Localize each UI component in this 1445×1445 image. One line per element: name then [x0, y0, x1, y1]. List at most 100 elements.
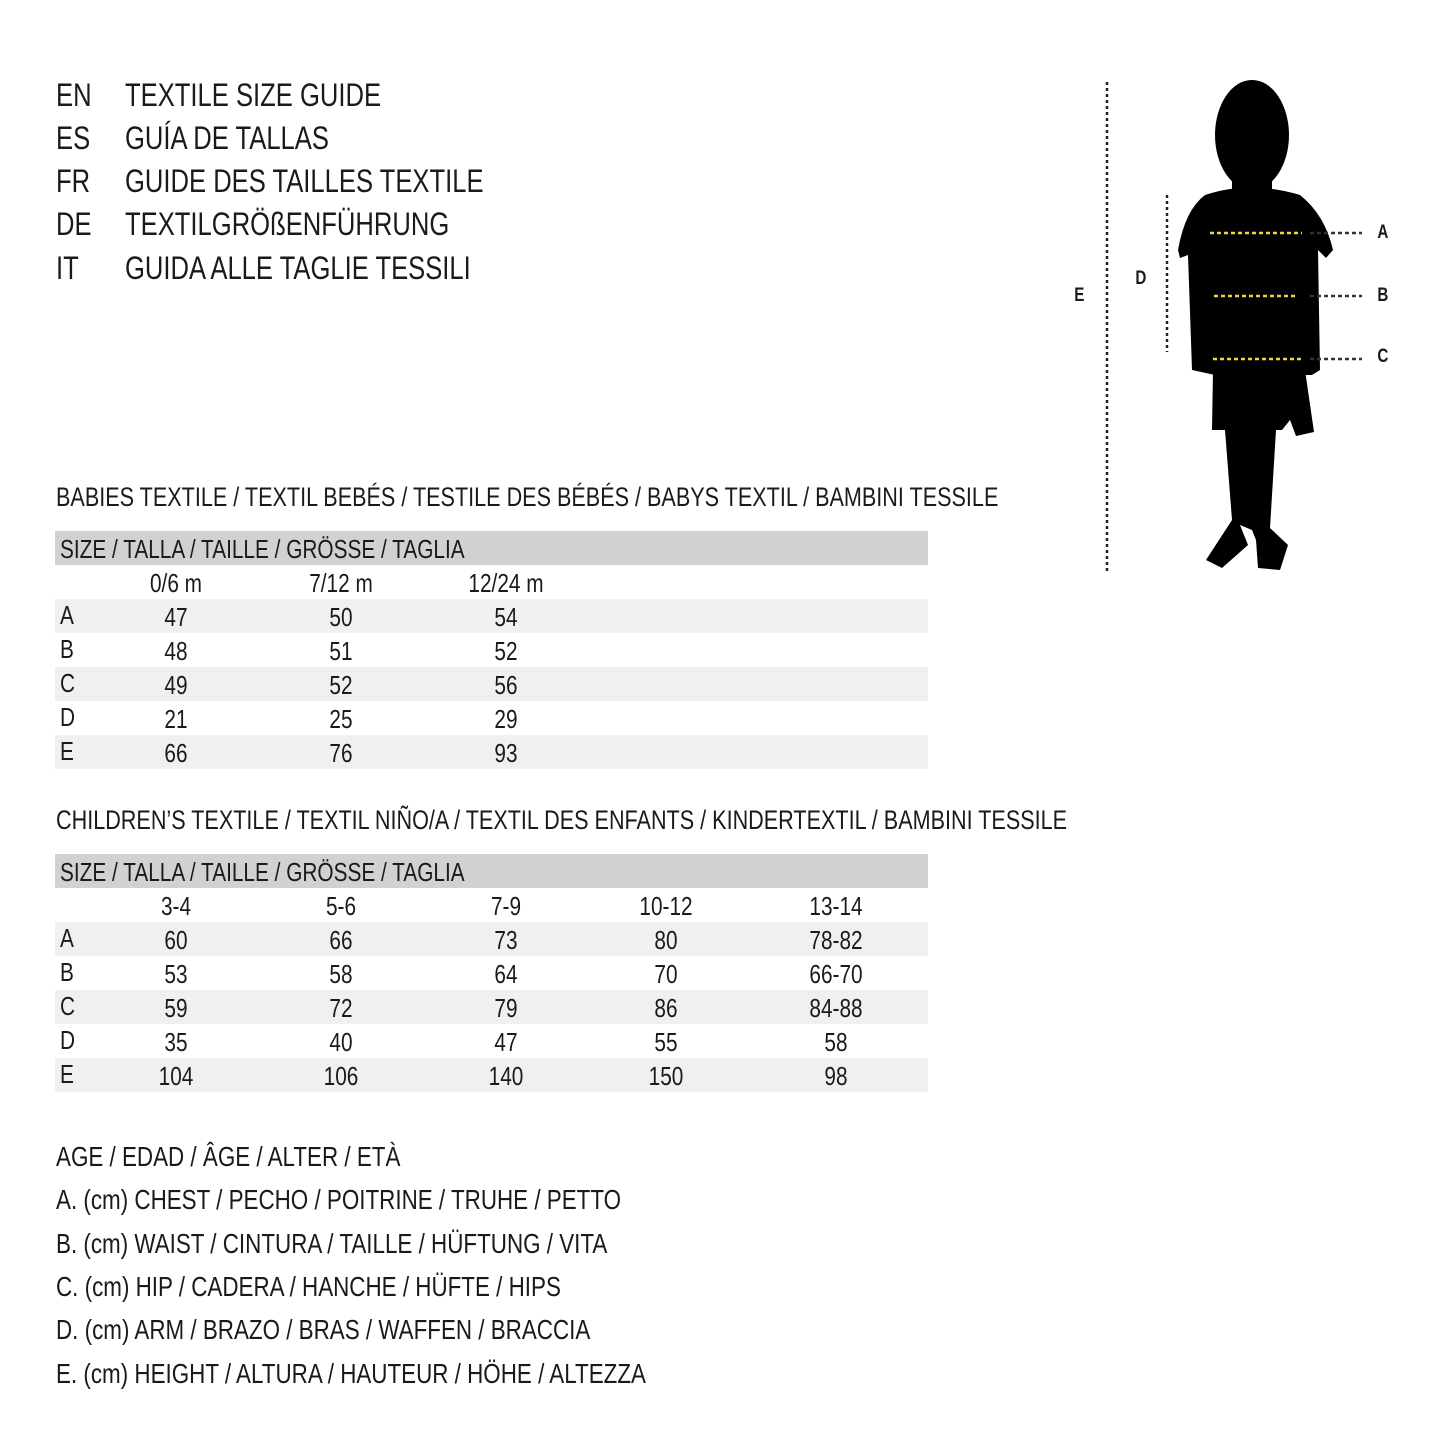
- column-header: 0/6 m: [149, 568, 203, 598]
- label-c: C: [1377, 346, 1389, 367]
- table-cell: 98: [824, 1061, 848, 1091]
- table-cell: 40: [329, 1027, 353, 1057]
- column-header-row: 0/6 m 7/12 m 12/24 m: [55, 565, 928, 599]
- legend-item: D. (cm) ARM / BRAZO / BRAS / WAFFEN / BR…: [56, 1314, 591, 1345]
- babies-title: BABIES TEXTILE / TEXTIL BEBÉS / TESTILE …: [56, 482, 999, 512]
- table-cell: 70: [654, 959, 678, 989]
- label-b: B: [1377, 285, 1389, 306]
- legend-item: B. (cm) WAIST / CINTURA / TAILLE / HÜFTU…: [56, 1228, 608, 1259]
- table-cell: 79: [494, 993, 518, 1023]
- row-label: E: [60, 1059, 74, 1089]
- size-header-row: SIZE / TALLA / TAILLE / GRÖSSE / TAGLIA: [55, 854, 928, 888]
- table-row: A 47 50 54: [55, 599, 928, 633]
- column-header: 7-9: [490, 891, 522, 921]
- row-label: B: [60, 957, 74, 987]
- column-header: 13-14: [809, 891, 863, 921]
- table-cell: 66: [164, 738, 188, 768]
- column-header: 5-6: [325, 891, 357, 921]
- table-row: B 48 51 52: [55, 633, 928, 667]
- table-cell: 48: [164, 636, 188, 666]
- table-cell: 80: [654, 925, 678, 955]
- legend-item: AGE / EDAD / ÂGE / ALTER / ETÀ: [56, 1141, 401, 1172]
- title-text: GUÍA DE TALLAS: [125, 120, 329, 156]
- table-cell: 140: [488, 1061, 524, 1091]
- table-cell: 21: [164, 704, 188, 734]
- lang-code: FR: [56, 163, 91, 199]
- row-label: E: [60, 736, 74, 766]
- table-cell: 56: [494, 670, 518, 700]
- table-cell: 49: [164, 670, 188, 700]
- row-label: A: [60, 923, 74, 953]
- table-cell: 50: [329, 602, 353, 632]
- table-row: B 53 58 64 70 66-70: [55, 956, 928, 990]
- table-cell: 59: [164, 993, 188, 1023]
- row-label: B: [60, 634, 74, 664]
- row-label: A: [60, 600, 74, 630]
- table-cell: 86: [654, 993, 678, 1023]
- babies-table: SIZE / TALLA / TAILLE / GRÖSSE / TAGLIA 0…: [55, 531, 928, 769]
- table-row: D 21 25 29: [55, 701, 928, 735]
- column-header: 7/12 m: [309, 568, 373, 598]
- table-cell: 106: [323, 1061, 359, 1091]
- table-cell: 66-70: [809, 959, 863, 989]
- column-header: 12/24 m: [468, 568, 544, 598]
- column-header: 10-12: [639, 891, 693, 921]
- row-label: D: [60, 702, 76, 732]
- label-d: D: [1135, 268, 1147, 289]
- table-cell: 78-82: [809, 925, 863, 955]
- title-text: GUIDA ALLE TAGLIE TESSILI: [125, 250, 471, 286]
- measure-lines: [1210, 231, 1302, 361]
- lang-code: ES: [56, 120, 91, 156]
- table-row: D 35 40 47 55 58: [55, 1024, 928, 1058]
- legend-item: C. (cm) HIP / CADERA / HANCHE / HÜFTE / …: [56, 1271, 561, 1302]
- children-table: SIZE / TALLA / TAILLE / GRÖSSE / TAGLIA 3…: [55, 854, 928, 1092]
- table-cell: 55: [654, 1027, 678, 1057]
- lang-code: DE: [56, 206, 92, 242]
- label-a: A: [1377, 222, 1389, 243]
- table-cell: 52: [329, 670, 353, 700]
- row-label: C: [60, 668, 76, 698]
- table-cell: 52: [494, 636, 518, 666]
- table-cell: 58: [824, 1027, 848, 1057]
- table-row: E 104 106 140 150 98: [55, 1058, 928, 1092]
- column-header: 3-4: [160, 891, 192, 921]
- table-cell: 104: [158, 1061, 194, 1091]
- legend-item: A. (cm) CHEST / PECHO / POITRINE / TRUHE…: [56, 1184, 622, 1215]
- table-cell: 47: [164, 602, 188, 632]
- table-cell: 64: [494, 959, 518, 989]
- legend-item: E. (cm) HEIGHT / ALTURA / HAUTEUR / HÖHE…: [56, 1358, 646, 1389]
- children-title: CHILDREN’S TEXTILE / TEXTIL NIÑO/A / TEX…: [56, 805, 1068, 835]
- table-cell: 76: [329, 738, 353, 768]
- lang-code: EN: [56, 77, 92, 113]
- table-row: A 60 66 73 80 78-82: [55, 922, 928, 956]
- title-text: TEXTILE SIZE GUIDE: [125, 77, 382, 113]
- label-e: E: [1074, 285, 1085, 306]
- table-row: E 66 76 93: [55, 735, 928, 769]
- table-cell: 53: [164, 959, 188, 989]
- table-cell: 35: [164, 1027, 188, 1057]
- table-cell: 54: [494, 602, 518, 632]
- row-label: D: [60, 1025, 76, 1055]
- table-cell: 58: [329, 959, 353, 989]
- table-cell: 93: [494, 738, 518, 768]
- table-row: C 59 72 79 86 84-88: [55, 990, 928, 1024]
- size-header: SIZE / TALLA / TAILLE / GRÖSSE / TAGLIA: [60, 534, 465, 564]
- table-cell: 25: [329, 704, 353, 734]
- table-cell: 66: [329, 925, 353, 955]
- size-header: SIZE / TALLA / TAILLE / GRÖSSE / TAGLIA: [60, 857, 465, 887]
- table-cell: 150: [648, 1061, 684, 1091]
- lang-code: IT: [56, 250, 79, 286]
- silhouette: [1178, 80, 1333, 570]
- column-header-row: 3-4 5-6 7-9 10-12 13-14: [55, 888, 928, 922]
- child-silhouette-diagram: [1105, 80, 1362, 572]
- table-row: C 49 52 56: [55, 667, 928, 701]
- table-cell: 72: [329, 993, 353, 1023]
- row-label: C: [60, 991, 76, 1021]
- table-cell: 84-88: [809, 993, 863, 1023]
- title-text: GUIDE DES TAILLES TEXTILE: [125, 163, 484, 199]
- table-cell: 47: [494, 1027, 518, 1057]
- size-header-row: SIZE / TALLA / TAILLE / GRÖSSE / TAGLIA: [55, 531, 928, 565]
- table-cell: 60: [164, 925, 188, 955]
- title-text: TEXTILGRÖßENFÜHRUNG: [125, 206, 450, 242]
- table-cell: 73: [494, 925, 518, 955]
